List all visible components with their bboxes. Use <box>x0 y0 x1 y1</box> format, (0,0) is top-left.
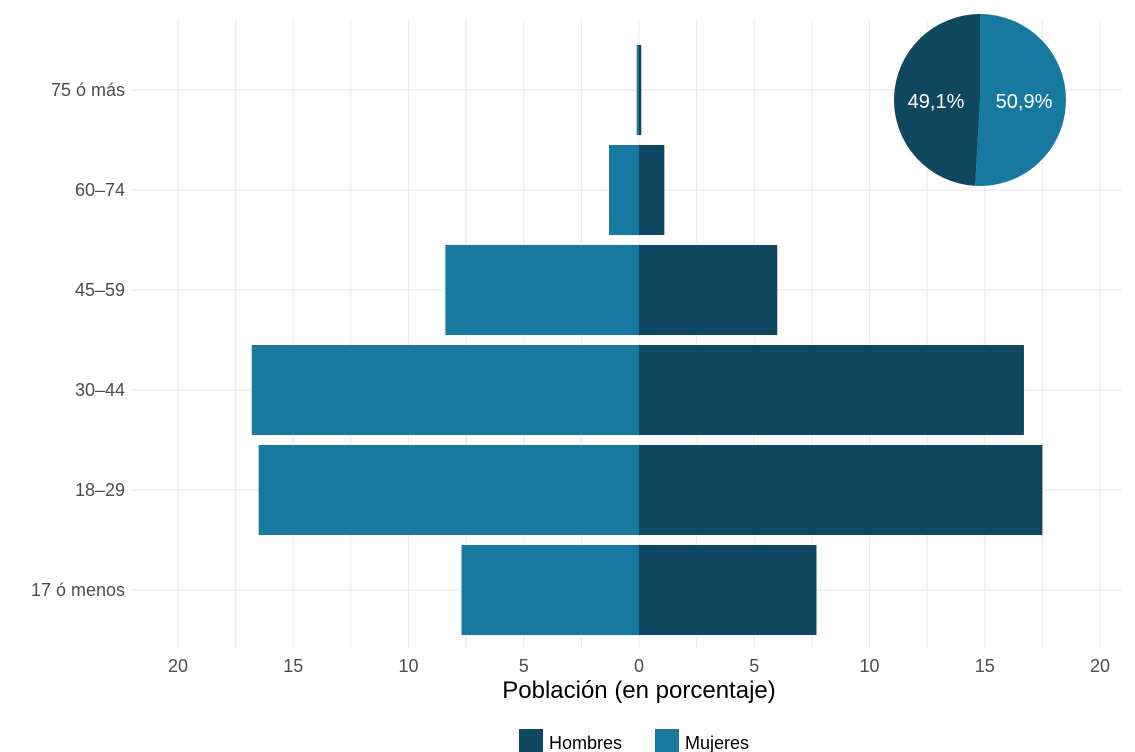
bar-hombres <box>639 445 1043 535</box>
bar-hombres <box>639 245 778 335</box>
x-tick-label: 15 <box>283 656 303 676</box>
bar-mujeres <box>251 345 639 435</box>
bar-mujeres <box>609 145 639 235</box>
x-tick-label: 10 <box>859 656 879 676</box>
legend-swatch <box>655 729 679 752</box>
bar-mujeres <box>258 445 639 535</box>
x-axis-title: Población (en porcentaje) <box>502 677 776 704</box>
x-tick-label: 20 <box>168 656 188 676</box>
y-tick-label: 75 ó más <box>51 80 125 100</box>
x-tick-label: 20 <box>1090 656 1110 676</box>
y-tick-label: 60–74 <box>75 180 125 200</box>
legend-swatch <box>519 729 543 752</box>
y-tick-label: 18–29 <box>75 480 125 500</box>
y-tick-label: 30–44 <box>75 380 125 400</box>
legend: Hombres Mujeres <box>519 729 749 752</box>
x-tick-label: 5 <box>749 656 759 676</box>
bar-mujeres <box>636 45 639 135</box>
x-tick-label: 0 <box>634 656 644 676</box>
y-tick-label: 17 ó menos <box>31 580 125 600</box>
bar-hombres <box>639 45 642 135</box>
bar-mujeres <box>445 245 639 335</box>
pie-label-hombres: 49,1% <box>908 91 965 113</box>
pie-slice-mujeres <box>975 14 1067 186</box>
sex-share-pie: 49,1% 50,9% <box>894 14 1067 186</box>
legend-label: Hombres <box>549 733 622 752</box>
y-tick-label: 45–59 <box>75 280 125 300</box>
pie-label-mujeres: 50,9% <box>996 91 1053 113</box>
y-axis-labels: 17 ó menos 18–29 30–44 45–59 60–74 75 ó más <box>31 80 125 600</box>
bar-hombres <box>639 345 1024 435</box>
legend-label: Mujeres <box>685 733 749 752</box>
x-axis-labels: 20 15 10 5 0 5 10 15 20 <box>168 656 1110 676</box>
x-tick-label: 15 <box>975 656 995 676</box>
bar-hombres <box>639 545 817 635</box>
bar-mujeres <box>461 545 639 635</box>
bars <box>251 45 1043 635</box>
x-tick-label: 5 <box>519 656 529 676</box>
bar-hombres <box>639 145 665 235</box>
x-tick-label: 10 <box>398 656 418 676</box>
pie-slice-hombres <box>894 14 980 186</box>
